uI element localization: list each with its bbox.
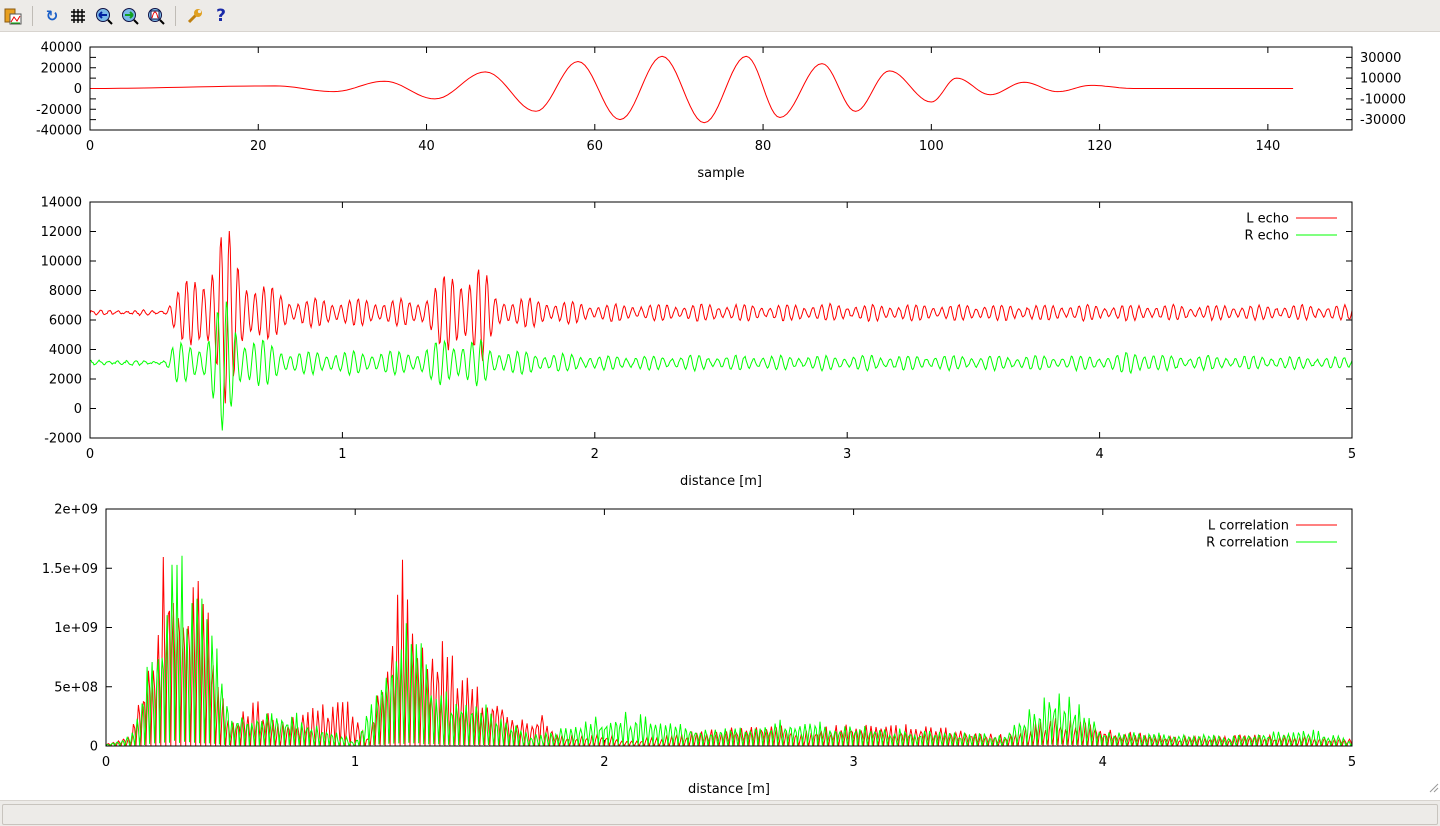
plot-frame: [89, 201, 1353, 439]
y-tick-label: 1e+09: [54, 621, 98, 636]
series-line-l-echo: [90, 230, 1352, 404]
y-tick-label: -40000: [36, 124, 82, 139]
zoom-next-icon[interactable]: [119, 5, 141, 27]
x-tick-label: 4: [1095, 447, 1103, 462]
y-tick-label: 0: [90, 740, 98, 755]
series-line-l-correlation: [106, 556, 1352, 746]
y-tick-label: 30000: [1360, 51, 1401, 66]
plot-frame: [89, 46, 1353, 131]
status-field: [2, 804, 1438, 825]
x-tick-label: 100: [919, 139, 944, 154]
x-axis-label: distance [m]: [680, 474, 762, 489]
y-tick-label: -10000: [1360, 92, 1406, 107]
x-tick-label: 40: [418, 139, 435, 154]
y-tick-label: -20000: [36, 103, 82, 118]
x-tick-label: 0: [86, 447, 94, 462]
x-tick-label: 120: [1087, 139, 1112, 154]
series-line-signal: [90, 55, 1294, 124]
y-tick-label: 0: [74, 82, 82, 97]
x-tick-label: 3: [849, 755, 857, 770]
series-line-r-correlation: [106, 555, 1352, 746]
y-tick-label: 0: [74, 402, 82, 417]
x-tick-label: 20: [250, 139, 267, 154]
replot-icon[interactable]: ↻: [45, 6, 59, 25]
x-tick-label: 1: [351, 755, 359, 770]
x-axis-label: sample: [697, 166, 744, 181]
y-tick-label: 12000: [41, 225, 82, 240]
zoom-previous-icon[interactable]: [93, 5, 115, 27]
legend-label: R echo: [1244, 229, 1289, 244]
resize-grip-icon[interactable]: [1429, 783, 1439, 793]
series-line-r-echo: [90, 301, 1352, 431]
y-tick-label: 20000: [41, 61, 82, 76]
grid-icon[interactable]: [67, 5, 89, 27]
x-tick-label: 2: [600, 755, 608, 770]
y-tick-label: 4000: [49, 343, 82, 358]
legend-label: L echo: [1246, 212, 1289, 227]
x-tick-label: 140: [1255, 139, 1280, 154]
chart-1: 0 20 40 60 80 100 120 140400003000020000100000-…: [36, 41, 1406, 182]
y-tick-label: 2000: [49, 373, 82, 388]
x-tick-label: 2: [591, 447, 599, 462]
y-tick-label: 2e+09: [54, 503, 98, 518]
y-tick-label: 40000: [41, 41, 82, 56]
y-tick-label: 10000: [41, 255, 82, 270]
x-tick-label: 5: [1348, 447, 1356, 462]
toolbar-separator: [175, 5, 176, 26]
x-tick-label: 4: [1099, 755, 1107, 770]
chart-2: 0 1 2 3 4 5 14000 12000 10000 8000 6000 4000 2000 0 -2…: [41, 196, 1357, 490]
y-tick-label: 10000: [1360, 72, 1401, 87]
toolbar: ↻ ?: [0, 0, 1440, 32]
x-axis-label: distance [m]: [688, 782, 770, 797]
status-bar: [0, 800, 1440, 826]
x-tick-label: 80: [755, 139, 772, 154]
x-tick-label: 1: [338, 447, 346, 462]
x-tick-label: 5: [1348, 755, 1356, 770]
x-tick-label: 0: [102, 755, 110, 770]
y-tick-label: -30000: [1360, 113, 1406, 128]
autoscale-icon[interactable]: [145, 5, 167, 27]
x-tick-label: 3: [843, 447, 851, 462]
x-tick-label: 60: [587, 139, 604, 154]
legend-label: L correlation: [1208, 519, 1289, 534]
legend-label: R correlation: [1206, 536, 1289, 551]
y-tick-label: 14000: [41, 196, 82, 211]
chart-3: 0 1 2 3 4 5 2e+09 1.5e+09 1e+09 5e+08 0 distance [m…: [42, 503, 1356, 798]
y-tick-label: 6000: [49, 314, 82, 329]
wrench-icon[interactable]: [184, 5, 206, 27]
y-tick-label: 5e+08: [54, 680, 98, 695]
help-icon[interactable]: ?: [216, 5, 226, 26]
x-tick-label: 0: [86, 139, 94, 154]
copy-to-clipboard-icon[interactable]: [2, 5, 24, 27]
plot-frame: [105, 508, 1353, 747]
plot-canvas: 0 20 40 60 80 100 120 140400003000020000100000-…: [36, 41, 1439, 798]
y-tick-label: 8000: [49, 284, 82, 299]
toolbar-separator: [32, 5, 33, 26]
y-tick-label: -2000: [44, 432, 82, 447]
y-tick-label: 1.5e+09: [42, 562, 98, 577]
